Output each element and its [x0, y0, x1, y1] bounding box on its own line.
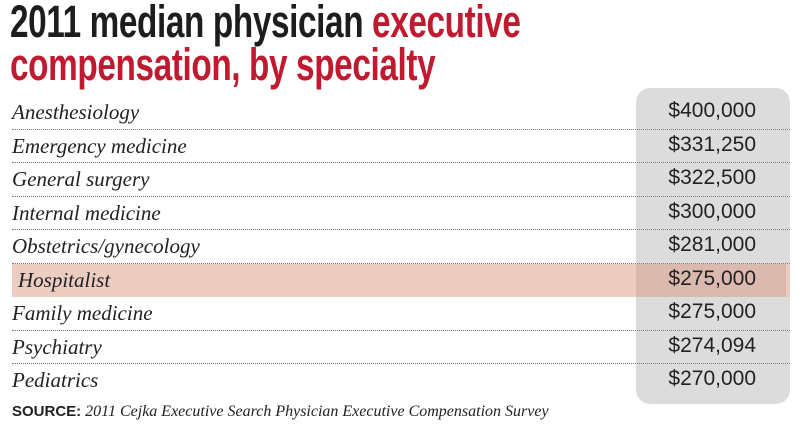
source-text: 2011 Cejka Executive Search Physician Ex… — [85, 403, 549, 420]
value-column-background — [636, 88, 790, 404]
table-row: Emergency medicine $331,250 — [12, 130, 790, 163]
table-row: Anesthesiology $400,000 — [12, 96, 790, 130]
compensation-table: Anesthesiology $400,000 Emergency medicine… — [12, 96, 790, 398]
compensation-value: $275,000 — [668, 300, 756, 323]
table-row: Internal medicine $300,000 — [12, 197, 790, 230]
specialty-label: Internal medicine — [12, 200, 161, 225]
specialty-label: Pediatrics — [12, 368, 99, 392]
specialty-label: Family medicine — [12, 301, 153, 325]
table-row: Pediatrics $270,000 — [12, 364, 790, 398]
specialty-label: Hospitalist — [18, 267, 111, 292]
compensation-value: $270,000 — [668, 367, 756, 390]
specialty-label: Obstetrics/gynecology — [12, 234, 200, 258]
compensation-value: $331,250 — [668, 132, 756, 156]
title-line-2: compensation, by specialty — [10, 39, 436, 90]
compensation-value: $275,000 — [668, 266, 756, 290]
title-part-2: executive — [372, 0, 521, 47]
compensation-value: $281,000 — [668, 233, 756, 256]
table-row: General surgery $322,500 — [12, 163, 790, 197]
title-part-1: 2011 median physician — [10, 0, 364, 47]
compensation-value: $300,000 — [668, 199, 756, 223]
table-row: Obstetrics/gynecology $281,000 — [12, 230, 790, 264]
specialty-label: Psychiatry — [12, 334, 102, 359]
table-row: Family medicine $275,000 — [12, 297, 790, 331]
specialty-label: Anesthesiology — [12, 100, 140, 124]
compensation-value: $322,500 — [668, 166, 756, 189]
table-row-highlighted: Hospitalist $275,000 — [12, 263, 790, 297]
specialty-label: Emergency medicine — [12, 133, 187, 158]
compensation-value: $274,094 — [668, 333, 756, 357]
highlight-value-cell — [636, 263, 786, 297]
source-label: SOURCE: — [12, 403, 82, 420]
chart-title: 2011 median physician executive compensa… — [10, 0, 521, 90]
source-note: SOURCE: 2011 Cejka Executive Search Phys… — [12, 403, 549, 421]
table-row: Psychiatry $274,094 — [12, 331, 790, 364]
compensation-value: $400,000 — [668, 99, 756, 122]
specialty-label: General surgery — [12, 167, 150, 191]
